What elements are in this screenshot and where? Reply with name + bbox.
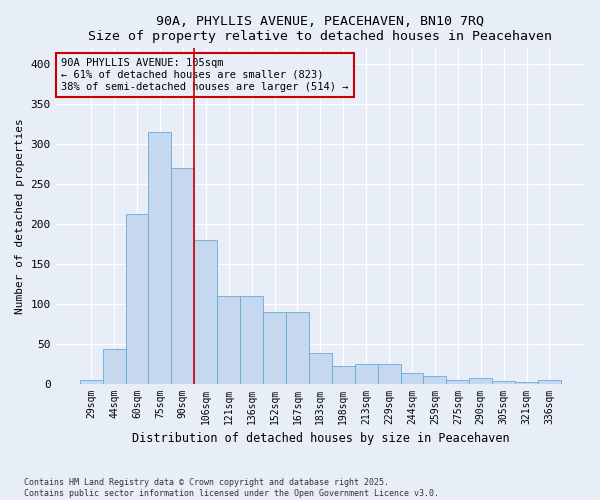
X-axis label: Distribution of detached houses by size in Peacehaven: Distribution of detached houses by size … — [131, 432, 509, 445]
Bar — [172, 168, 194, 384]
Bar — [194, 240, 217, 384]
Bar — [515, 382, 538, 384]
Bar — [401, 373, 424, 384]
Bar — [538, 380, 561, 384]
Bar — [148, 132, 172, 384]
Bar — [424, 376, 446, 384]
Bar — [492, 381, 515, 384]
Text: 90A PHYLLIS AVENUE: 105sqm
← 61% of detached houses are smaller (823)
38% of sem: 90A PHYLLIS AVENUE: 105sqm ← 61% of deta… — [61, 58, 349, 92]
Bar — [103, 349, 125, 384]
Bar — [332, 366, 355, 384]
Bar — [469, 378, 492, 384]
Bar — [80, 380, 103, 384]
Bar — [263, 312, 286, 384]
Bar — [355, 364, 377, 384]
Bar — [125, 214, 148, 384]
Text: Contains HM Land Registry data © Crown copyright and database right 2025.
Contai: Contains HM Land Registry data © Crown c… — [24, 478, 439, 498]
Bar — [377, 364, 401, 384]
Bar — [240, 296, 263, 384]
Bar — [446, 380, 469, 384]
Bar — [217, 296, 240, 384]
Bar — [286, 312, 309, 384]
Title: 90A, PHYLLIS AVENUE, PEACEHAVEN, BN10 7RQ
Size of property relative to detached : 90A, PHYLLIS AVENUE, PEACEHAVEN, BN10 7R… — [88, 15, 553, 43]
Bar — [309, 353, 332, 384]
Y-axis label: Number of detached properties: Number of detached properties — [15, 118, 25, 314]
